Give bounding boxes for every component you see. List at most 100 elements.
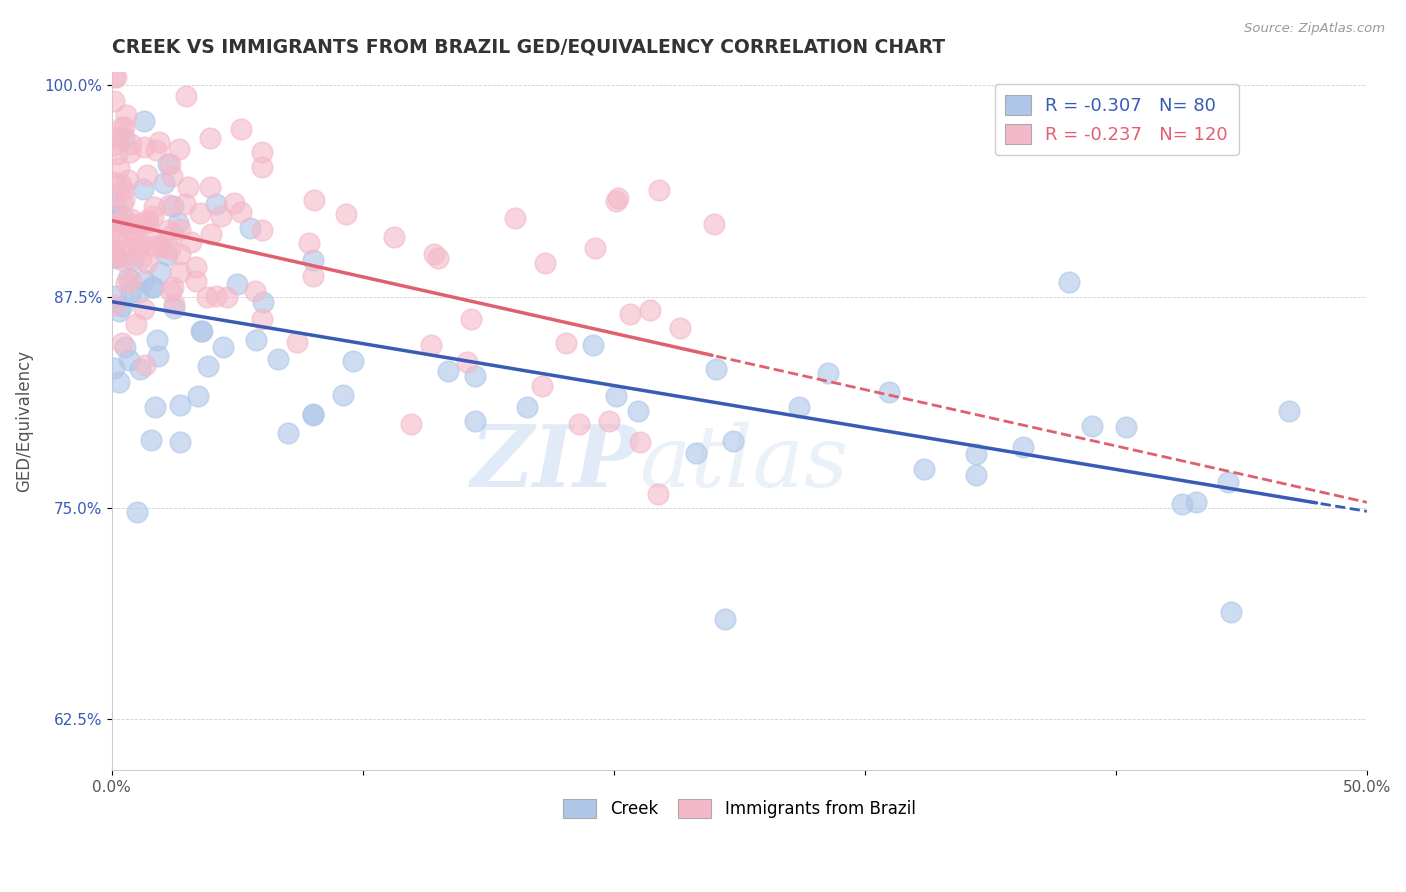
Point — [105, 70, 128, 84]
Point — [1115, 420, 1137, 434]
Point — [146, 333, 169, 347]
Text: ZIP: ZIP — [471, 421, 638, 505]
Point — [114, 340, 136, 354]
Point — [149, 239, 172, 253]
Point — [103, 137, 125, 152]
Point — [110, 215, 132, 229]
Point — [156, 248, 179, 262]
Point — [139, 231, 162, 245]
Point — [252, 295, 274, 310]
Point — [648, 183, 671, 197]
Point — [638, 303, 661, 318]
Point — [231, 204, 253, 219]
Point — [568, 417, 591, 431]
Point — [184, 274, 207, 288]
Point — [706, 362, 728, 376]
Point — [159, 157, 181, 171]
Point — [422, 247, 444, 261]
Point — [136, 168, 159, 182]
Point — [628, 435, 651, 450]
Point — [141, 434, 163, 448]
Point — [156, 223, 179, 237]
Point — [222, 196, 245, 211]
Point — [141, 279, 163, 293]
Point — [1171, 497, 1194, 511]
Point — [125, 318, 148, 332]
Point — [302, 194, 325, 208]
Point — [285, 334, 308, 349]
Point — [134, 358, 156, 372]
Point — [1059, 275, 1081, 289]
Point — [129, 362, 152, 376]
Point — [128, 217, 150, 231]
Point — [619, 307, 641, 321]
Point — [128, 242, 150, 256]
Y-axis label: GED/Equivalency: GED/Equivalency — [15, 350, 32, 491]
Point — [157, 198, 180, 212]
Point — [342, 354, 364, 368]
Point — [107, 129, 129, 144]
Point — [134, 217, 156, 231]
Point — [103, 240, 125, 254]
Point — [152, 177, 174, 191]
Point — [188, 206, 211, 220]
Point — [169, 222, 191, 236]
Point — [335, 207, 357, 221]
Point — [180, 235, 202, 250]
Point — [437, 364, 460, 378]
Point — [121, 252, 143, 267]
Point — [503, 211, 526, 226]
Point — [605, 194, 627, 208]
Point — [627, 404, 650, 418]
Point — [159, 242, 181, 256]
Text: Source: ZipAtlas.com: Source: ZipAtlas.com — [1244, 22, 1385, 36]
Point — [252, 145, 274, 160]
Point — [146, 349, 169, 363]
Point — [136, 213, 159, 227]
Point — [399, 417, 422, 431]
Point — [167, 142, 190, 156]
Point — [103, 298, 125, 312]
Point — [128, 285, 150, 299]
Point — [103, 244, 125, 258]
Point — [105, 146, 128, 161]
Point — [582, 338, 605, 352]
Point — [714, 612, 737, 626]
Point — [142, 280, 165, 294]
Point — [191, 324, 214, 338]
Point — [105, 289, 128, 303]
Point — [200, 179, 222, 194]
Point — [120, 272, 142, 286]
Point — [110, 229, 132, 244]
Point — [277, 425, 299, 440]
Point — [463, 414, 485, 428]
Point — [198, 130, 221, 145]
Point — [197, 359, 219, 373]
Point — [252, 312, 274, 326]
Point — [112, 120, 135, 135]
Point — [108, 304, 131, 318]
Point — [647, 487, 669, 501]
Point — [1216, 475, 1239, 489]
Point — [531, 379, 554, 393]
Point — [195, 290, 218, 304]
Point — [129, 237, 152, 252]
Point — [149, 265, 172, 279]
Point — [301, 407, 323, 421]
Point — [115, 108, 138, 122]
Point — [136, 255, 159, 269]
Point — [103, 175, 125, 189]
Point — [912, 462, 935, 476]
Point — [252, 160, 274, 174]
Point — [685, 446, 707, 460]
Point — [209, 209, 232, 223]
Point — [162, 227, 184, 241]
Point — [212, 340, 235, 354]
Point — [111, 335, 134, 350]
Point — [583, 242, 606, 256]
Point — [107, 161, 129, 175]
Point — [419, 338, 441, 352]
Point — [516, 401, 538, 415]
Point — [456, 355, 478, 369]
Point — [205, 197, 228, 211]
